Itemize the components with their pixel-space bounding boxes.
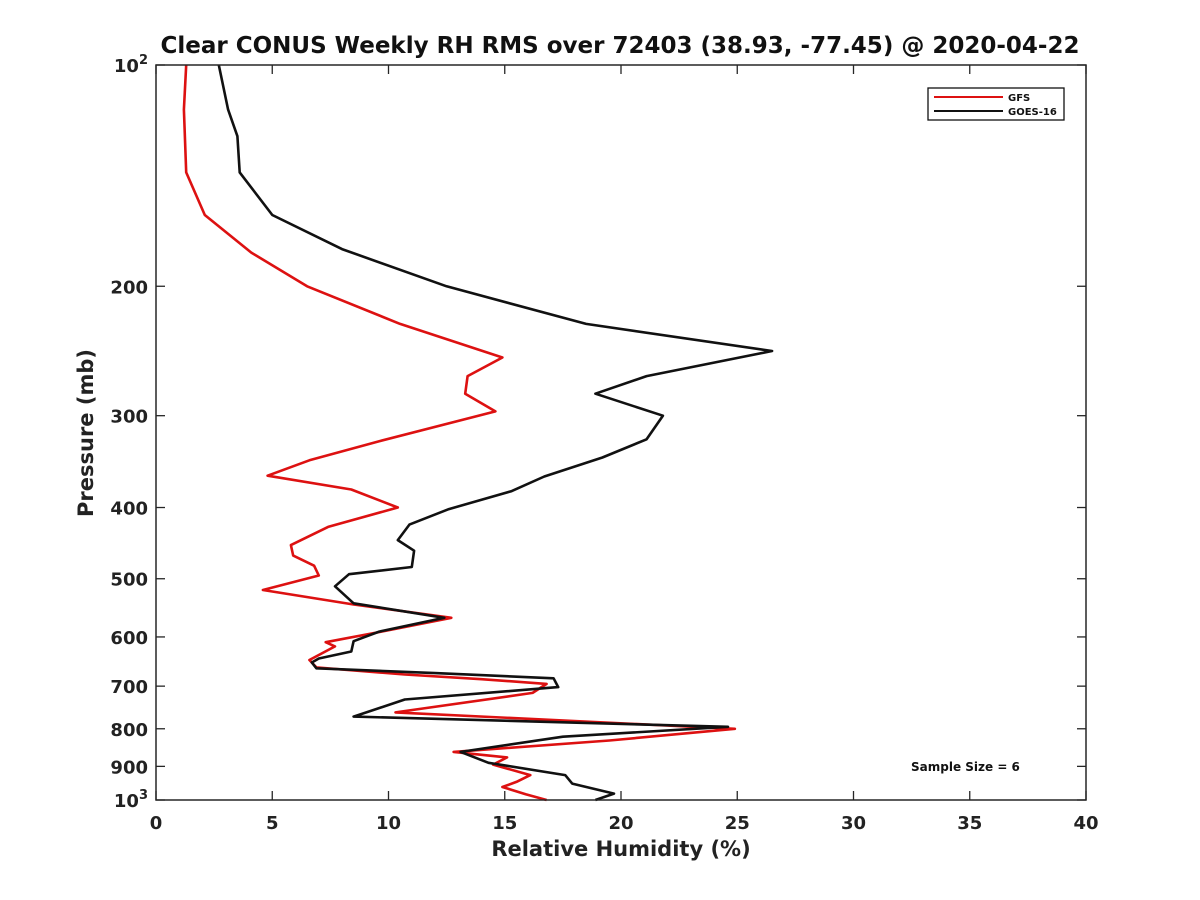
y-axis-ticks: 102 200 300 400 500 600 700 800 900 103 <box>110 53 1086 812</box>
x-tick-label: 25 <box>725 813 750 834</box>
legend: GFS GOES-16 <box>927 87 1065 121</box>
y-tick-label: 103 <box>114 788 148 812</box>
y-axis-label: Pressure (mb) <box>74 349 98 517</box>
y-tick-label: 500 <box>110 570 148 591</box>
series-line-goes16 <box>217 64 774 802</box>
x-tick-label: 35 <box>957 813 982 834</box>
x-tick-label: 20 <box>608 813 633 834</box>
sample-size-annotation: Sample Size = 6 <box>911 760 1020 774</box>
x-tick-label: 5 <box>266 813 279 834</box>
x-tick-label: 30 <box>841 813 866 834</box>
y-tick-label: 600 <box>110 628 148 649</box>
y-tick-label: 400 <box>110 499 148 520</box>
plot-series-group <box>182 64 774 802</box>
x-tick-label: 15 <box>492 813 517 834</box>
y-tick-label: 700 <box>110 677 148 698</box>
x-tick-label: 10 <box>376 813 401 834</box>
y-tick-label: 102 <box>114 53 148 77</box>
legend-label-goes16: GOES-16 <box>1008 107 1057 118</box>
x-axis-ticks: 0 5 10 15 20 25 30 35 40 <box>150 65 1099 834</box>
y-tick-label: 200 <box>110 277 148 298</box>
y-tick-label: 900 <box>110 757 148 778</box>
x-axis-label: Relative Humidity (%) <box>491 837 750 861</box>
x-tick-label: 40 <box>1073 813 1098 834</box>
y-tick-label: 800 <box>110 720 148 741</box>
x-tick-label: 0 <box>150 813 163 834</box>
legend-label-gfs: GFS <box>1008 93 1030 104</box>
chart-title: Clear CONUS Weekly RH RMS over 72403 (38… <box>161 33 1080 59</box>
legend-box <box>927 87 1065 121</box>
y-tick-label: 300 <box>110 407 148 428</box>
